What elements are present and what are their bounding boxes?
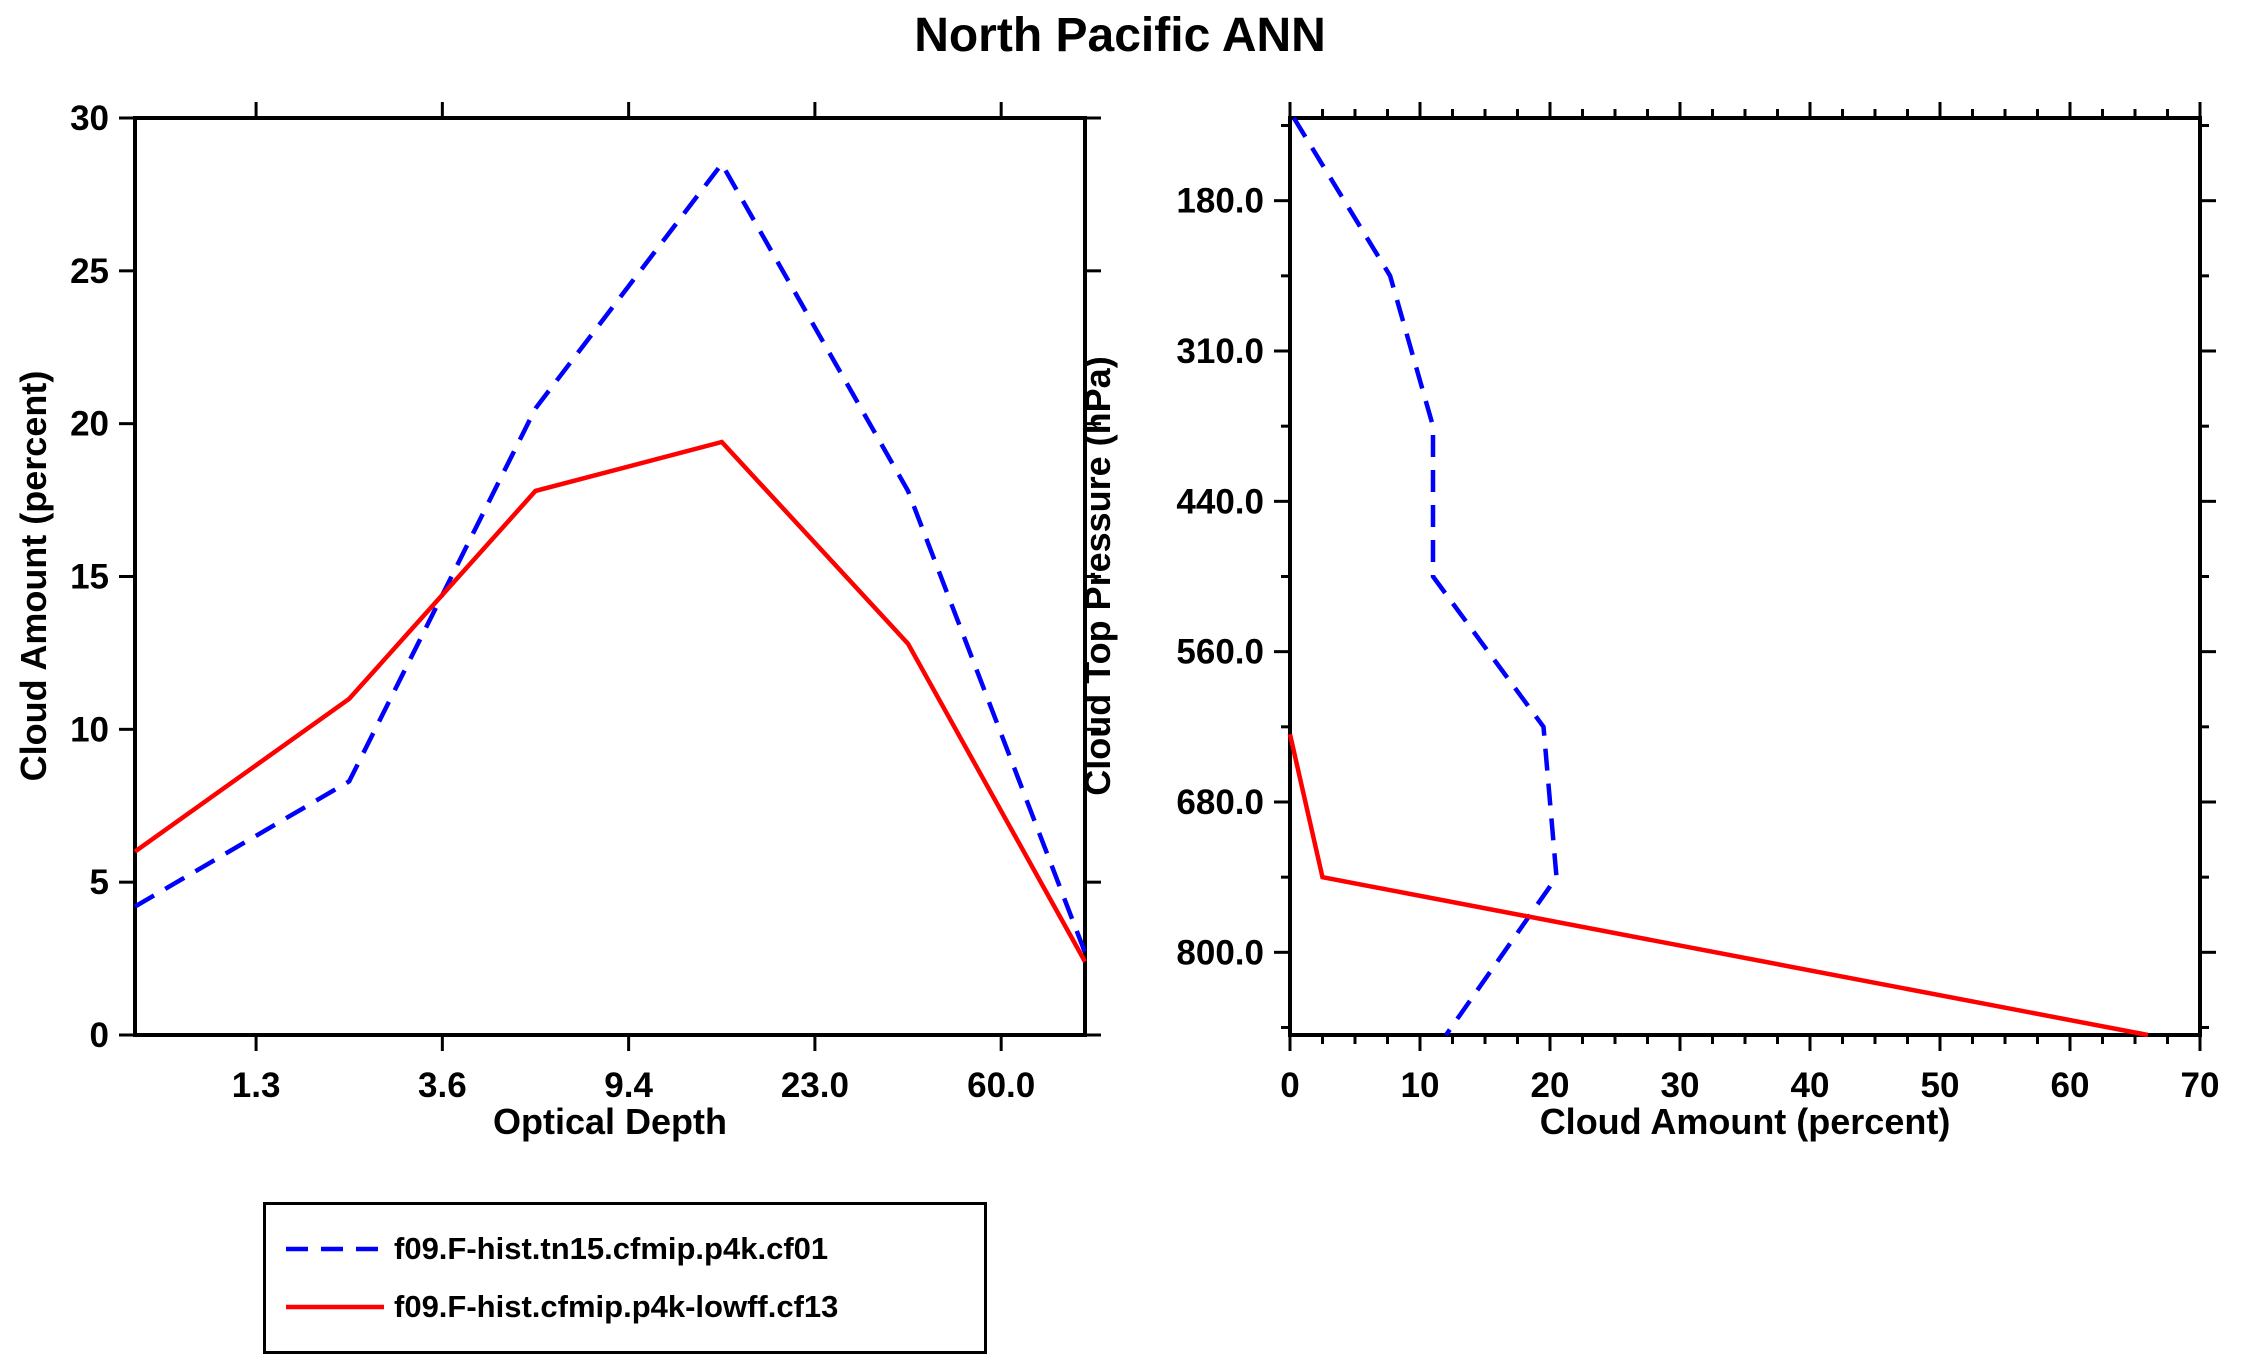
right-x-tick-label: 30 — [1661, 1066, 1700, 1105]
left-y-tick-label: 20 — [70, 405, 109, 444]
right-x-axis-label: Cloud Amount (percent) — [1539, 1101, 1951, 1142]
legend-line-sample-solid — [286, 1304, 384, 1310]
left-y-tick-label: 15 — [70, 558, 109, 597]
right-x-tick-label: 50 — [1921, 1066, 1960, 1105]
left-y-tick-label: 25 — [70, 252, 109, 291]
left-x-axis-label: Optical Depth — [492, 1101, 728, 1142]
legend-label: f09.F-hist.cfmip.p4k-lowff.cf13 — [394, 1289, 839, 1324]
legend-item: f09.F-hist.cfmip.p4k-lowff.cf13 — [284, 1289, 970, 1325]
chart-title: North Pacific ANN — [914, 9, 1326, 62]
right-y-axis-label: Cloud Top Pressure (hPa) — [1077, 356, 1118, 796]
left-y-tick-label: 0 — [90, 1016, 109, 1055]
left-y-tick-label: 5 — [90, 863, 109, 902]
legend-line-sample-dashed — [286, 1246, 384, 1252]
right-y-tick-label: 680.0 — [1176, 783, 1264, 822]
right-x-tick-label: 20 — [1531, 1066, 1570, 1105]
left-x-tick-label: 9.4 — [604, 1066, 653, 1105]
left-series-line-1 — [133, 439, 1087, 963]
legend-item: f09.F-hist.tn15.cfmip.p4k.cf01 — [284, 1231, 970, 1267]
right-x-tick-label: 0 — [1280, 1066, 1299, 1105]
left-y-tick-label: 10 — [70, 710, 109, 749]
legend: f09.F-hist.tn15.cfmip.p4k.cf01 f09.F-his… — [263, 1202, 987, 1354]
left-y-axis-label: Cloud Amount (percent) — [13, 370, 54, 782]
right-x-tick-label: 70 — [2181, 1066, 2220, 1105]
right-series-line-1 — [1287, 733, 2149, 1038]
right-x-tick-label: 10 — [1401, 1066, 1440, 1105]
left-series-line-0 — [133, 159, 1088, 954]
left-x-tick-label: 1.3 — [232, 1066, 281, 1105]
right-y-tick-label: 180.0 — [1176, 182, 1264, 221]
right-series-line-0 — [1291, 116, 1559, 1037]
right-y-tick-label: 440.0 — [1176, 482, 1264, 521]
right-y-tick-label: 310.0 — [1176, 332, 1264, 371]
right-y-tick-label: 800.0 — [1176, 933, 1264, 972]
left-x-tick-label: 60.0 — [967, 1066, 1035, 1105]
legend-label: f09.F-hist.tn15.cfmip.p4k.cf01 — [394, 1231, 829, 1266]
left-y-tick-label: 30 — [70, 99, 109, 138]
left-x-tick-label: 3.6 — [418, 1066, 467, 1105]
left-x-tick-label: 23.0 — [781, 1066, 849, 1105]
right-x-tick-label: 40 — [1791, 1066, 1830, 1105]
right-x-tick-label: 60 — [2051, 1066, 2090, 1105]
right-y-tick-label: 560.0 — [1176, 633, 1264, 672]
